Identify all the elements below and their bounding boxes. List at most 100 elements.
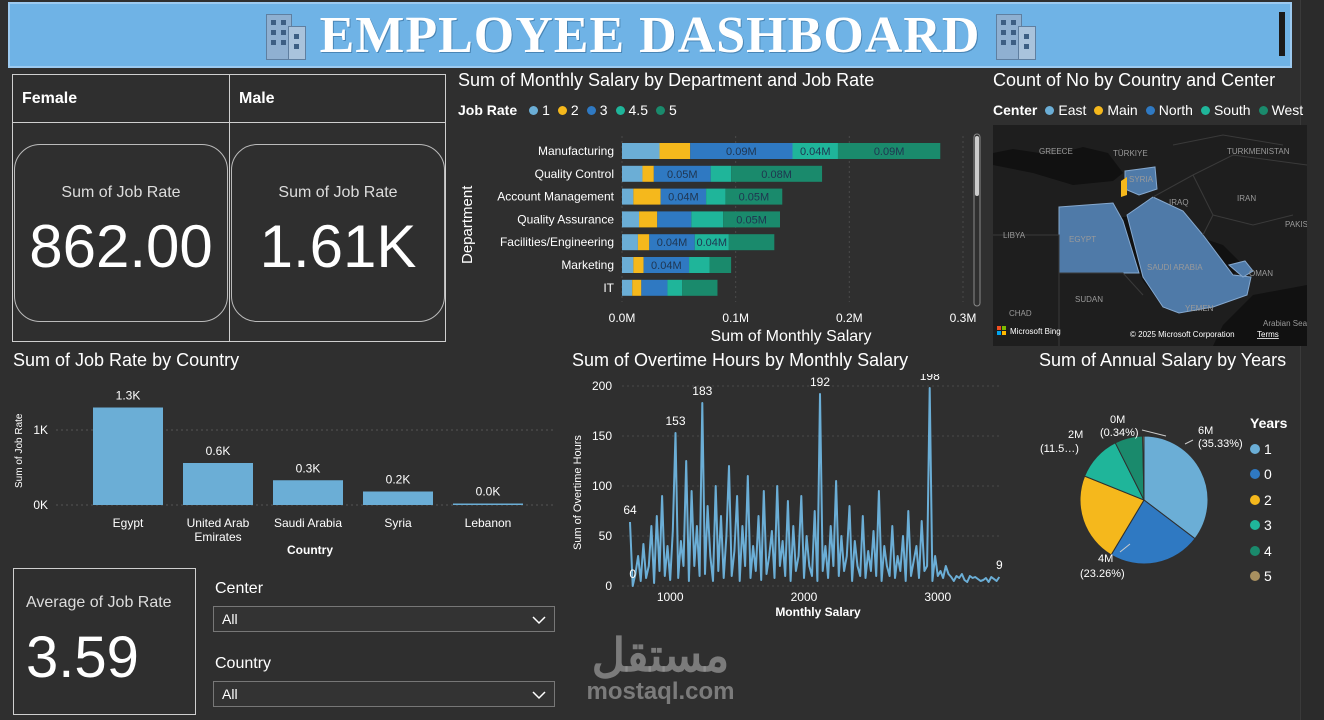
legend-item[interactable]: 1 — [542, 102, 550, 118]
country-map[interactable]: GREECE TÜRKIYE TURKMENISTAN SYRIA IRAQ I… — [993, 125, 1307, 346]
bar-segment[interactable] — [641, 279, 668, 296]
matrix-header-divider — [12, 122, 446, 123]
data-label: 0.04M — [657, 237, 688, 249]
bar-segment[interactable] — [642, 165, 654, 182]
map-label: GREECE — [1039, 147, 1073, 156]
pie-slice[interactable] — [1142, 435, 1145, 501]
legend-item[interactable]: 3 — [599, 102, 608, 118]
overtime-series-line — [629, 387, 1001, 587]
bar-segment[interactable] — [710, 165, 732, 182]
bar-segment[interactable] — [691, 211, 724, 228]
y-tick-label: 0 — [605, 579, 612, 593]
dept-chart-title: Sum of Monthly Salary by Department and … — [458, 70, 875, 90]
page-scrollbar[interactable] — [1300, 0, 1324, 720]
avg-job-rate-value: 3.59 — [26, 625, 139, 690]
data-label: 0.04M — [800, 146, 831, 158]
country-bar[interactable] — [183, 463, 253, 505]
bar-segment[interactable] — [622, 188, 634, 205]
x-tick-label: 1000 — [657, 590, 684, 604]
legend-item[interactable]: North — [1158, 102, 1193, 118]
sea-mediterranean — [993, 147, 1123, 185]
legend-item[interactable]: East — [1058, 102, 1087, 118]
legend-item[interactable]: 5 — [668, 102, 677, 118]
bar-segment[interactable] — [723, 211, 780, 228]
bar-segment[interactable] — [694, 234, 729, 251]
legend-item[interactable]: 5 — [1250, 564, 1287, 590]
male-kpi-label: Sum of Job Rate — [278, 184, 398, 201]
pie-slice[interactable] — [1110, 499, 1196, 565]
bar-segment[interactable] — [633, 257, 644, 273]
map-terms-link[interactable]: Terms — [1257, 330, 1279, 339]
bar-segment[interactable] — [731, 165, 823, 182]
bar-segment[interactable] — [706, 188, 726, 205]
bar-segment[interactable] — [622, 211, 640, 228]
bar-segment[interactable] — [682, 279, 718, 296]
legend-item[interactable]: 2 — [570, 102, 579, 118]
bar-segment[interactable] — [667, 279, 683, 296]
legend-item[interactable]: 2 — [1250, 488, 1287, 514]
bar-segment[interactable] — [659, 143, 691, 159]
category-label: Account Management — [497, 190, 614, 204]
data-label: 0.05M — [667, 169, 698, 181]
bar-segment[interactable] — [709, 257, 732, 273]
dashboard-header: EMPLOYEE DASHBOARD — [8, 2, 1292, 68]
legend-item[interactable]: South — [1213, 102, 1251, 118]
map-region-saudi-arabia[interactable] — [1126, 196, 1252, 314]
legend-swatch — [557, 105, 567, 115]
data-label: 0.09M — [726, 146, 757, 158]
dept-chart-scrollbar[interactable] — [973, 133, 981, 307]
bar-segment[interactable] — [660, 188, 707, 205]
pie-data-label: (11.5…) — [1040, 443, 1079, 455]
point-label: 192 — [810, 375, 830, 389]
category-label: Manufacturing — [538, 144, 614, 158]
column-header-female[interactable]: Female — [22, 90, 78, 107]
bar-segment[interactable] — [639, 211, 658, 228]
map-region-lebanon[interactable] — [1121, 177, 1127, 197]
country-bar[interactable] — [453, 503, 523, 506]
bar-segment[interactable] — [622, 257, 634, 273]
bar-segment[interactable] — [622, 279, 633, 296]
legend-item[interactable]: Main — [1107, 102, 1138, 118]
legend-item[interactable]: 3 — [1250, 513, 1287, 539]
dept-chart-scroll-thumb[interactable] — [975, 136, 979, 196]
bar-segment[interactable] — [643, 257, 690, 273]
bar-segment[interactable] — [622, 165, 643, 182]
country-slicer-dropdown[interactable]: All — [213, 681, 555, 707]
legend-item[interactable]: 4 — [1250, 539, 1287, 565]
bar-segment[interactable] — [633, 188, 661, 205]
country-bar[interactable] — [273, 480, 343, 505]
bar-segment[interactable] — [657, 211, 692, 228]
bar-segment[interactable] — [637, 234, 650, 251]
legend-item[interactable]: West — [1271, 102, 1304, 118]
bar-segment[interactable] — [725, 188, 783, 205]
bar-segment[interactable] — [649, 234, 695, 251]
bar-segment[interactable] — [728, 234, 775, 251]
map-title: Count of No by Country and Center — [993, 70, 1276, 90]
bar-segment[interactable] — [653, 165, 711, 182]
pie-slice[interactable] — [1143, 435, 1209, 540]
legend-item[interactable]: 1 — [1250, 437, 1287, 463]
bar-segment[interactable] — [689, 257, 710, 273]
country-bar[interactable] — [363, 491, 433, 506]
bar-segment[interactable] — [837, 143, 941, 159]
point-label: 9 — [996, 558, 1003, 572]
map-region-uae[interactable] — [1227, 260, 1254, 278]
column-header-male[interactable]: Male — [239, 90, 275, 107]
legend-item[interactable]: 0 — [1250, 462, 1287, 488]
country-bar[interactable] — [93, 407, 163, 506]
center-slicer-dropdown[interactable]: All — [213, 606, 555, 632]
header-scrollbar-thumb[interactable] — [1279, 12, 1285, 56]
male-kpi-card — [231, 144, 445, 322]
bar-segment[interactable] — [690, 143, 793, 159]
bar-segment[interactable] — [622, 143, 660, 159]
point-label: 64 — [623, 503, 637, 517]
dashboard-title: EMPLOYEE DASHBOARD — [319, 6, 981, 64]
pie-slice[interactable] — [1079, 475, 1145, 556]
legend-item[interactable]: 4.5 — [628, 102, 648, 118]
bar-segment[interactable] — [792, 143, 838, 159]
bar-segment[interactable] — [632, 279, 642, 296]
dept-y-axis-title: Department — [459, 185, 476, 264]
bar-segment[interactable] — [622, 234, 638, 251]
map-label: Arabian Sea — [1263, 319, 1307, 328]
dept-chart-legend: Job Rate 1 2 3 4.5 5 — [458, 102, 677, 118]
